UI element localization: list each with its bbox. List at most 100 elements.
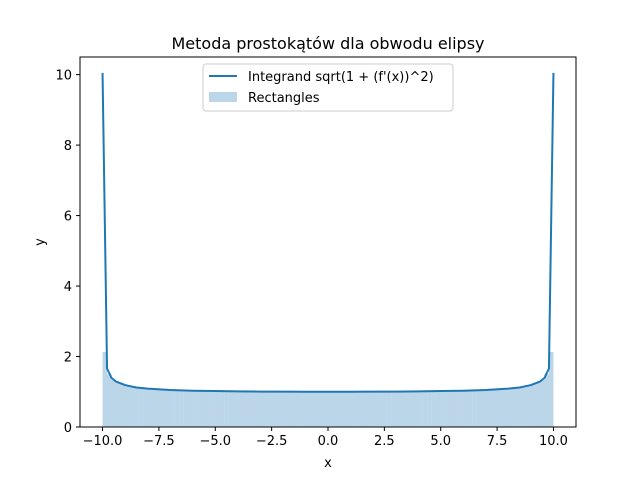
rectangle-bar <box>467 390 473 427</box>
y-axis: 0 2 4 6 8 10 <box>55 69 80 436</box>
y-tick-label: 8 <box>64 139 72 154</box>
rectangle-bar <box>210 390 216 427</box>
rectangle-bar <box>296 391 301 427</box>
rectangle-bar <box>228 391 234 427</box>
y-tick-label: 2 <box>64 351 72 366</box>
rectangle-bar <box>183 390 189 427</box>
rectangle-bar <box>269 391 274 427</box>
x-tick-label: 5.0 <box>430 434 451 449</box>
chart-title: Metoda prostokątów dla obwodu elipsy <box>171 34 484 53</box>
rectangle-bar <box>188 390 193 427</box>
y-axis-label: y <box>33 238 48 246</box>
rectangle-bar <box>463 390 468 427</box>
rectangle-bar <box>192 390 198 427</box>
rectangle-bar <box>341 391 347 427</box>
rectangle-bar <box>116 382 121 427</box>
rectangle-bar <box>386 391 392 427</box>
rectangle-bar <box>111 380 117 427</box>
rectangle-bar <box>143 387 148 427</box>
rectangle-bar <box>355 391 360 427</box>
x-tick-label: 2.5 <box>374 434 395 449</box>
y-tick-label: 4 <box>64 280 72 295</box>
legend-box <box>202 63 454 112</box>
rectangle-bar <box>309 391 315 427</box>
plot-area <box>101 72 555 427</box>
rectangle-bar <box>291 391 297 427</box>
rectangle-bar <box>449 390 455 427</box>
rectangle-bar <box>251 391 256 427</box>
rectangle-bar <box>233 391 238 427</box>
rectangle-bar <box>224 391 229 427</box>
rectangle-bar <box>391 391 396 427</box>
x-tick-label: 7.5 <box>487 434 508 449</box>
rectangle-bar <box>544 374 549 427</box>
rectangle-bar <box>346 391 351 427</box>
rectangle-bar <box>260 391 265 427</box>
rectangle-bar <box>174 389 180 427</box>
rectangle-bar <box>418 391 423 427</box>
rectangle-bar <box>206 390 211 427</box>
rectangle-bar <box>494 388 500 427</box>
rectangle-bar <box>138 387 144 427</box>
rectangle-bar <box>237 391 243 427</box>
rectangle-bar <box>165 389 171 427</box>
rectangle-bar <box>273 391 279 427</box>
rectangle-bar <box>422 391 428 427</box>
x-tick-label: −2.5 <box>256 434 288 449</box>
rectangle-bar <box>454 390 459 427</box>
rectangle-bar <box>517 386 522 427</box>
rectangle-bar <box>219 391 225 427</box>
rectangle-bar <box>152 388 157 427</box>
rectangle-bar <box>490 389 495 427</box>
rectangle-bar <box>215 390 220 427</box>
rectangle-bar <box>201 390 207 427</box>
rectangle-bar <box>242 391 247 427</box>
rectangle-bar <box>278 391 283 427</box>
rectangle-bar <box>472 390 477 427</box>
rectangle-bar <box>458 390 464 427</box>
rectangle-bar <box>413 391 419 427</box>
rectangle-bar <box>404 391 410 427</box>
x-tick-label: −10.0 <box>83 434 123 449</box>
rectangle-bar <box>102 351 108 427</box>
rectangle-bar <box>255 391 261 427</box>
legend-rectangles-swatch <box>209 92 237 102</box>
rectangle-bar <box>526 385 531 427</box>
rectangle-bar <box>314 391 319 427</box>
rectangle-bar <box>427 391 432 427</box>
rectangle-bar <box>364 391 369 427</box>
rectangle-bar <box>512 387 518 427</box>
rectangle-bar <box>368 391 374 427</box>
rectangle-bar <box>129 386 135 427</box>
rectangle-bar <box>535 382 540 427</box>
rectangle-bar <box>521 386 527 427</box>
rectangle-bar <box>179 390 184 427</box>
rectangle-bar <box>503 388 509 427</box>
rectangle-bar <box>300 391 306 427</box>
legend-label-rectangles: Rectangles <box>248 91 320 106</box>
rectangle-bar <box>147 388 153 427</box>
x-tick-label: 0.0 <box>318 434 339 449</box>
rectangle-bar <box>282 391 288 427</box>
rectangle-bar <box>246 391 252 427</box>
rectangle-bar <box>120 384 126 427</box>
rectangle-bar <box>337 391 342 427</box>
x-tick-label: −5.0 <box>199 434 231 449</box>
rectangle-bar <box>197 390 202 427</box>
rectangle-bar <box>400 391 405 427</box>
rectangle-bar <box>264 391 270 427</box>
rectangle-bar <box>161 389 166 427</box>
x-tick-label: 10.0 <box>539 434 568 449</box>
rectangle-bar <box>318 391 324 427</box>
rectangle-bar <box>481 389 486 427</box>
legend-label-integrand: Integrand sqrt(1 + (f'(x))^2) <box>248 70 434 85</box>
y-tick-label: 0 <box>64 421 72 436</box>
rectangle-bar <box>548 351 554 427</box>
rectangle-bar <box>359 391 365 427</box>
rectangle-bar <box>382 391 387 427</box>
rectangle-bar <box>170 389 175 427</box>
rectangle-bar <box>350 391 356 427</box>
rectangle-bar <box>485 389 491 427</box>
rectangle-bar <box>134 386 139 427</box>
